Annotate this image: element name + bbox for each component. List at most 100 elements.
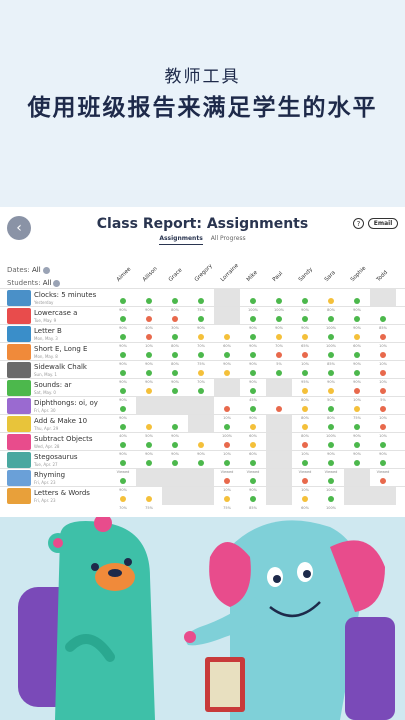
- score-cell[interactable]: 90%: [136, 361, 162, 384]
- score-cell[interactable]: 90%: [344, 289, 370, 312]
- score-cell[interactable]: 90%: [188, 433, 214, 456]
- score-cell[interactable]: 90%: [110, 379, 136, 402]
- score-cell[interactable]: 10%: [214, 469, 240, 492]
- score-cell[interactable]: 80%: [162, 289, 188, 312]
- student-column-header[interactable]: Paul: [271, 270, 285, 283]
- table-row[interactable]: Add & Make 10 Thu, Apr. 29 40% 50% 90% 100% 60…: [0, 414, 405, 438]
- score-cell[interactable]: [370, 289, 396, 307]
- score-cell[interactable]: 90%: [188, 307, 214, 330]
- score-cell[interactable]: 90%: [318, 433, 344, 456]
- score-cell[interactable]: 10%: [370, 397, 396, 420]
- score-cell[interactable]: 90%: [344, 361, 370, 384]
- score-cell[interactable]: 85%: [240, 487, 266, 510]
- score-cell[interactable]: Viewed: [344, 451, 370, 474]
- score-cell[interactable]: 80%: [162, 343, 188, 366]
- score-cell[interactable]: 40%: [136, 307, 162, 330]
- score-cell[interactable]: [136, 397, 162, 415]
- score-cell[interactable]: 50%: [266, 397, 292, 420]
- student-column-header[interactable]: Sara: [323, 269, 337, 283]
- score-cell[interactable]: 60%: [214, 325, 240, 348]
- score-cell[interactable]: [188, 415, 214, 433]
- score-cell[interactable]: 10%: [214, 433, 240, 456]
- student-column-header[interactable]: Grace: [167, 267, 184, 283]
- student-column-header[interactable]: Sophie: [349, 265, 368, 283]
- score-cell[interactable]: 45%: [240, 379, 266, 402]
- score-cell[interactable]: 90%: [162, 433, 188, 456]
- score-cell[interactable]: 10%: [370, 361, 396, 384]
- score-cell[interactable]: 10%: [292, 469, 318, 492]
- score-cell[interactable]: [266, 487, 292, 505]
- score-cell[interactable]: 80%: [318, 289, 344, 312]
- score-cell[interactable]: 10%: [370, 469, 396, 492]
- score-cell[interactable]: 100%: [318, 307, 344, 330]
- score-cell[interactable]: [214, 307, 240, 325]
- score-cell[interactable]: [188, 397, 214, 415]
- score-cell[interactable]: 90%: [110, 325, 136, 348]
- score-cell[interactable]: 5%: [370, 379, 396, 402]
- score-cell[interactable]: [188, 469, 214, 487]
- score-cell[interactable]: Viewed: [240, 451, 266, 474]
- score-cell[interactable]: 70%: [188, 325, 214, 348]
- table-row[interactable]: Short E, Long E Mon, May. 8 90% 90% 80% 75% 90…: [0, 342, 405, 366]
- score-cell[interactable]: [188, 487, 214, 505]
- score-cell[interactable]: 10%: [370, 343, 396, 366]
- score-cell[interactable]: 90%: [240, 343, 266, 366]
- score-cell[interactable]: 90%: [240, 469, 266, 492]
- score-cell[interactable]: 90%: [136, 343, 162, 366]
- table-row[interactable]: Letters & Words Fri, Apr. 23 70% 75% 75% 85% 6…: [0, 486, 405, 510]
- score-cell[interactable]: 90%: [318, 361, 344, 384]
- score-cell[interactable]: 50%: [318, 379, 344, 402]
- score-cell[interactable]: 10%: [292, 343, 318, 366]
- score-cell[interactable]: 90%: [344, 433, 370, 456]
- score-cell[interactable]: 95%: [292, 361, 318, 384]
- score-cell[interactable]: [266, 433, 292, 451]
- score-cell[interactable]: Viewed: [110, 451, 136, 474]
- score-cell[interactable]: 90%: [344, 307, 370, 330]
- score-cell[interactable]: [344, 487, 370, 505]
- score-cell[interactable]: [266, 469, 292, 487]
- students-filter[interactable]: Students: All: [7, 277, 61, 290]
- score-cell[interactable]: 90%: [162, 379, 188, 402]
- score-cell[interactable]: 100%: [240, 289, 266, 312]
- score-cell[interactable]: [136, 469, 162, 487]
- score-cell[interactable]: 100%: [318, 487, 344, 510]
- score-cell[interactable]: [344, 469, 370, 487]
- score-cell[interactable]: 60%: [292, 487, 318, 510]
- score-cell[interactable]: Viewed: [136, 451, 162, 474]
- student-column-header[interactable]: Todd: [375, 269, 390, 283]
- score-cell[interactable]: 90%: [370, 433, 396, 456]
- score-cell[interactable]: 100%: [318, 415, 344, 438]
- score-cell[interactable]: 90%: [292, 307, 318, 330]
- score-cell[interactable]: Viewed: [162, 451, 188, 474]
- back-button[interactable]: ‹: [7, 216, 31, 240]
- score-cell[interactable]: 50%: [136, 379, 162, 402]
- score-cell[interactable]: 80%: [292, 379, 318, 402]
- score-cell[interactable]: [162, 397, 188, 415]
- score-cell[interactable]: 80%: [162, 325, 188, 348]
- student-column-header[interactable]: Aimee: [115, 266, 133, 283]
- table-row[interactable]: Lowercase a Tue, May. 9 90% 40% 30% 90% 90% 90%…: [0, 306, 405, 330]
- score-cell[interactable]: 10%: [370, 415, 396, 438]
- score-cell[interactable]: 100%: [318, 325, 344, 348]
- score-cell[interactable]: [266, 415, 292, 433]
- score-cell[interactable]: 90%: [266, 307, 292, 330]
- score-cell[interactable]: 85%: [318, 343, 344, 366]
- table-row[interactable]: Subtract Objects Wed, Apr. 28 90% 90% 90% 90%…: [0, 432, 405, 456]
- score-cell[interactable]: 90%: [110, 433, 136, 456]
- score-cell[interactable]: 60%: [344, 325, 370, 348]
- score-cell[interactable]: 75%: [188, 289, 214, 312]
- score-cell[interactable]: [370, 487, 396, 505]
- score-cell[interactable]: 90%: [110, 469, 136, 492]
- dates-filter[interactable]: Dates: All: [7, 264, 60, 277]
- score-cell[interactable]: [214, 289, 240, 307]
- student-column-header[interactable]: Mike: [245, 269, 259, 283]
- score-cell[interactable]: 90%: [110, 361, 136, 384]
- score-cell[interactable]: 60%: [240, 433, 266, 456]
- score-cell[interactable]: 90%: [110, 307, 136, 330]
- score-cell[interactable]: 100%: [318, 469, 344, 492]
- score-cell[interactable]: Viewed: [370, 451, 396, 474]
- score-cell[interactable]: 80%: [292, 397, 318, 420]
- score-cell[interactable]: 90%: [214, 343, 240, 366]
